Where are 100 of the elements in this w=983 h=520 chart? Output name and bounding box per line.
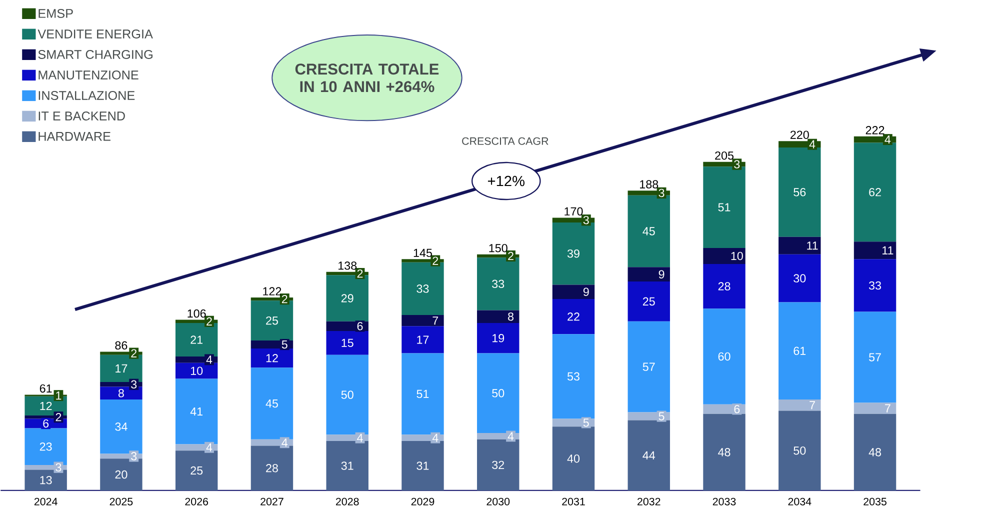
x-tick-label: 2027 (260, 498, 284, 506)
data-label: 9 (658, 270, 664, 279)
data-label: 19 (492, 334, 504, 342)
data-label: 25 (190, 466, 203, 475)
bar (175, 378, 218, 444)
data-label: 41 (190, 408, 203, 416)
data-label: 12 (266, 354, 278, 362)
data-label: 2 (206, 317, 212, 326)
data-label: 33 (416, 284, 429, 293)
data-label: 10 (731, 252, 743, 260)
x-tick-label: 2030 (486, 498, 510, 506)
bar (552, 426, 595, 491)
data-label: 31 (416, 462, 429, 470)
data-label: 21 (190, 336, 203, 344)
bar (326, 441, 368, 491)
legend-label: VENDITE ENERGIA (38, 30, 153, 39)
data-label: 3 (56, 463, 62, 472)
data-label: 50 (492, 389, 504, 398)
data-label: 33 (868, 282, 882, 290)
data-label: 33 (492, 280, 504, 288)
data-label: 2 (131, 349, 137, 358)
data-label: 48 (868, 448, 882, 456)
data-label: 17 (116, 364, 128, 373)
data-label: 31 (341, 462, 354, 470)
data-label: 5 (583, 418, 589, 427)
data-label: 44 (642, 452, 656, 460)
data-label: 53 (567, 372, 580, 381)
total-label: 188 (640, 180, 658, 189)
total-label: 138 (338, 262, 357, 270)
data-label: 51 (416, 390, 429, 398)
bar (552, 299, 595, 334)
x-tick-label: 2032 (638, 498, 660, 506)
data-label: 57 (869, 353, 881, 362)
bar (175, 450, 218, 491)
data-label: 6 (357, 322, 363, 330)
data-label: 57 (642, 362, 655, 372)
data-label: 28 (718, 282, 730, 291)
bar (854, 259, 896, 312)
data-label: 5 (282, 340, 288, 349)
data-label: 56 (794, 188, 806, 196)
bar (100, 400, 142, 454)
legend-label: MANUTENZIONE (38, 70, 138, 80)
data-label: 2 (282, 295, 288, 304)
legend-label: INSTALLAZIONE (38, 91, 135, 100)
x-tick-label: 2034 (788, 498, 812, 506)
annotation: CRESCITA CAGR (462, 137, 548, 146)
data-label: 28 (266, 464, 278, 472)
data-label: 50 (794, 446, 806, 455)
bar (703, 264, 746, 309)
total-label: 220 (790, 130, 809, 140)
data-label: 32 (492, 460, 504, 470)
bar (628, 322, 670, 412)
data-label: 8 (508, 312, 514, 321)
x-tick-label: 2029 (411, 498, 434, 506)
legend-label: HARDWARE (38, 132, 110, 141)
bar (778, 148, 821, 237)
data-label: 11 (882, 246, 894, 255)
data-label: 39 (567, 250, 580, 258)
legend-label: EMSP (38, 9, 73, 18)
data-label: 7 (885, 404, 890, 412)
bar (250, 446, 294, 491)
bar (477, 323, 520, 354)
data-label: 7 (432, 316, 438, 325)
bar (477, 353, 520, 434)
data-label: 12 (40, 402, 52, 410)
data-label: 2 (508, 252, 514, 260)
bar (628, 196, 670, 268)
total-label: 145 (414, 249, 432, 258)
data-label: 25 (642, 297, 655, 306)
bar (477, 440, 520, 491)
data-label: 4 (809, 140, 816, 148)
x-tick-label: 2031 (562, 498, 585, 506)
data-label: 8 (118, 389, 124, 398)
x-tick-label: 2035 (864, 498, 886, 506)
data-label: 13 (40, 476, 52, 484)
data-label: 51 (718, 203, 730, 212)
text: CRESCITA TOTALE IN 10 ANNI +264% (295, 64, 439, 92)
total-label: 86 (115, 341, 128, 350)
data-label: 20 (115, 470, 128, 479)
data-label: 29 (341, 294, 354, 303)
data-label: 3 (583, 216, 589, 224)
bar (854, 414, 896, 491)
bar (552, 334, 595, 419)
bar (402, 353, 444, 435)
annotation: +12% (488, 176, 524, 186)
total-label: 170 (564, 207, 583, 216)
x-tick-label: 2033 (712, 498, 736, 506)
bar (778, 254, 821, 302)
data-label: 4 (282, 438, 288, 447)
data-label: 4 (206, 444, 212, 452)
data-label: 15 (342, 339, 354, 348)
data-label: 4 (357, 434, 363, 442)
x-tick-label: 2026 (185, 498, 208, 506)
data-label: 50 (341, 390, 354, 400)
data-label: 11 (807, 242, 818, 250)
data-label: 2 (56, 413, 62, 422)
data-label: 40 (567, 454, 580, 463)
total-label: 61 (40, 384, 52, 393)
data-label: 4 (432, 434, 438, 442)
data-label: 62 (869, 188, 881, 196)
